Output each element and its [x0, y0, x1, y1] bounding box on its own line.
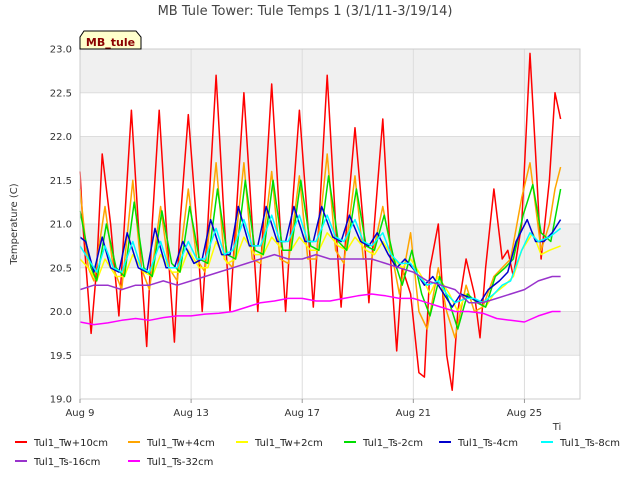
y-tick-label: 20.5 — [50, 263, 72, 274]
legend-label: Tul1_Ts-16cm — [33, 457, 100, 468]
y-tick-label: 23.0 — [50, 45, 72, 56]
legend: Tul1_Tw+10cm Tul1_Tw+4cm Tul1_Tw+2cm Tul1_T… — [15, 438, 620, 468]
legend-item-tul1-tw-10cm: Tul1_Tw+10cm — [15, 438, 108, 449]
y-tick-label: 22.0 — [50, 132, 72, 143]
series-group — [79, 52, 562, 391]
legend-label: Tul1_Ts-8cm — [559, 438, 620, 449]
x-tick-label: Aug 17 — [285, 408, 320, 419]
legend-item-tul1-ts-16cm: Tul1_Ts-16cm — [15, 457, 100, 468]
series-line-tul1-ts-4cm — [79, 205, 562, 308]
legend-item-tul1-ts-32cm: Tul1_Ts-32cm — [128, 457, 213, 468]
legend-item-tul1-ts-2cm: Tul1_Ts-2cm — [344, 438, 423, 449]
legend-label: Tul1_Ts-32cm — [146, 457, 213, 468]
plot-band — [80, 49, 580, 93]
series-line-tul1-tw-10cm — [79, 52, 562, 391]
site-tag: MB_tule — [79, 30, 142, 50]
legend-item-tul1-tw-4cm: Tul1_Tw+4cm — [128, 438, 215, 449]
site-tag-box — [79, 30, 142, 50]
legend-label: Tul1_Tw+4cm — [146, 438, 215, 449]
tick-labels: 19.0 19.5 20.0 20.5 21.0 21.5 22.0 22.5 23.0 Aug … — [50, 45, 542, 420]
legend-label: Tul1_Tw+2cm — [254, 438, 323, 449]
legend-label: Tul1_Tw+10cm — [33, 438, 108, 449]
y-tick-label: 19.0 — [50, 395, 72, 406]
series-line-tul1-ts-16cm — [79, 253, 561, 304]
series-line-tul1-tw-4cm — [79, 153, 562, 339]
legend-label: Tul1_Ts-2cm — [362, 438, 423, 449]
x-tick-label: Aug 21 — [396, 408, 431, 419]
x-tick-label: Aug 25 — [507, 408, 542, 419]
legend-label: Tul1_Ts-4cm — [457, 438, 518, 449]
y-tick-label: 21.0 — [50, 220, 72, 231]
y-tick-label: 19.5 — [50, 351, 72, 362]
series-line-tul1-ts-32cm — [79, 293, 561, 326]
x-tick-label: Aug 13 — [173, 408, 208, 419]
plot-frame — [79, 48, 581, 400]
plot-band — [80, 311, 580, 356]
axes — [79, 48, 581, 400]
site-tag-label: MB_tule — [86, 36, 135, 49]
legend-item-tul1-tw-2cm: Tul1_Tw+2cm — [236, 438, 323, 449]
y-tick-label: 22.5 — [50, 88, 72, 99]
legend-item-tul1-ts-4cm: Tul1_Ts-4cm — [439, 438, 518, 449]
x-tick-label: Aug 9 — [65, 408, 94, 419]
legend-item-tul1-ts-8cm: Tul1_Ts-8cm — [541, 438, 620, 449]
y-tick-label: 20.0 — [50, 307, 72, 318]
chart-title: MB Tule Tower: Tule Temps 1 (3/1/11-3/19… — [158, 4, 453, 19]
series-line-tul1-ts-2cm — [79, 175, 562, 330]
x-axis-corner-label: Ti — [552, 422, 562, 433]
y-tick-label: 21.5 — [50, 176, 72, 187]
series-line-tul1-ts-8cm — [79, 214, 562, 304]
y-axis-label: Temperature (C) — [9, 183, 20, 265]
